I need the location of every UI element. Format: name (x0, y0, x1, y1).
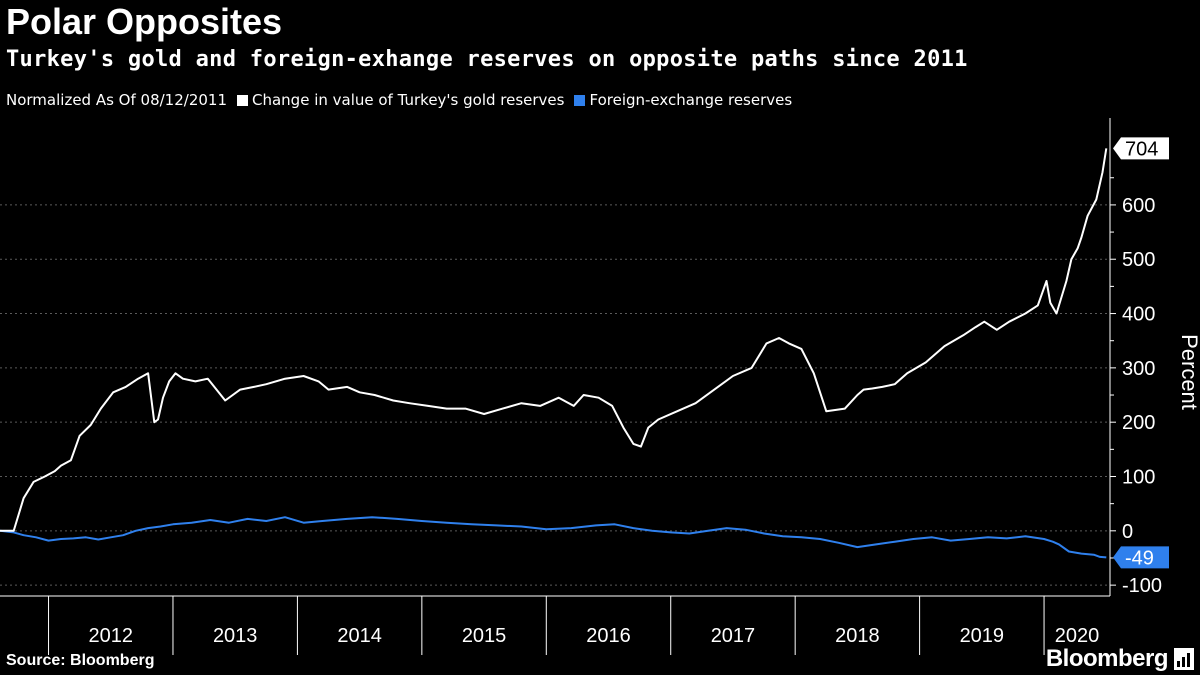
source-note: Source: Bloomberg (6, 652, 155, 669)
legend: Normalized As Of 08/12/2011 Change in va… (6, 90, 802, 110)
y-tick-label: 400 (1122, 304, 1155, 326)
y-tick-label: 300 (1122, 358, 1155, 380)
end-label-gold: 704 (1125, 138, 1158, 160)
x-tick-label: 2018 (835, 625, 880, 647)
legend-note: Normalized As Of 08/12/2011 (6, 90, 227, 110)
y-tick-label: 0 (1122, 521, 1133, 543)
x-tick-label: 2019 (960, 625, 1005, 647)
legend-item-fx: Foreign-exchange reserves (574, 90, 792, 110)
y-tick-label: 200 (1122, 412, 1155, 434)
legend-note-text: Normalized As Of 08/12/2011 (6, 91, 227, 109)
x-tick-label: 2012 (89, 625, 134, 647)
legend-swatch-fx (574, 94, 586, 106)
legend-label-fx: Foreign-exchange reserves (589, 91, 793, 109)
x-tick-label: 2013 (213, 625, 258, 647)
y-tick-label: 600 (1122, 195, 1155, 217)
series-line-fx (0, 516, 1107, 559)
chart-subtitle: Turkey's gold and foreign-exhange reserv… (6, 47, 968, 72)
brand-logo-text: Bloomberg (1045, 645, 1169, 672)
chart-title: Polar Opposites (6, 1, 283, 42)
y-axis-title: Percent (1177, 334, 1200, 410)
y-tick-label: -100 (1122, 575, 1162, 597)
x-tick-label: 2016 (586, 625, 631, 647)
x-tick-label: 2015 (462, 625, 507, 647)
brand-mark-icon (1174, 648, 1194, 670)
legend-label-gold: Change in value of Turkey's gold reserve… (252, 91, 565, 109)
end-label-fx: -49 (1125, 547, 1154, 569)
series-line-gold (0, 148, 1108, 532)
y-tick-label: 500 (1122, 249, 1155, 271)
y-tick-label: 100 (1122, 467, 1155, 489)
x-tick-label: 2017 (711, 625, 756, 647)
end-label-gold-bg (1113, 137, 1169, 160)
legend-swatch-gold (237, 94, 248, 106)
x-tick-label: 2014 (337, 625, 382, 647)
x-tick-label: 2020 (1055, 625, 1100, 647)
legend-item-gold: Change in value of Turkey's gold reserve… (237, 90, 564, 110)
end-label-fx-bg (1113, 546, 1169, 569)
